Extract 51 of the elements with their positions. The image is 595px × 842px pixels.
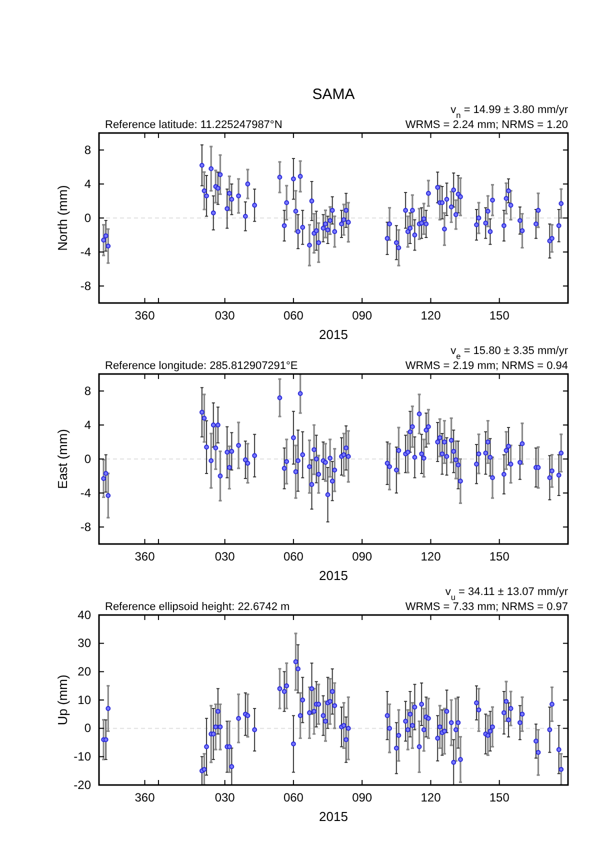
y-tick-label: 20 [78,664,92,679]
y-tick-label: 8 [84,142,92,157]
y-tick-label: 0 [84,210,92,225]
x-tick-label: 060 [283,308,304,323]
x-tick-label: 030 [214,550,236,564]
x-axis-title: 2015 [319,327,348,342]
y-tick-label: 0 [84,452,92,466]
x-tick-label: 150 [489,550,510,564]
y-tick-label: 4 [84,176,92,191]
text: WRMS = 7.33 mm; NRMS = 0.97 [405,601,568,613]
x-tick-label: 360 [134,308,156,323]
y-tick-label: -4 [80,486,92,500]
y-tick-label: -4 [80,244,92,259]
text: WRMS = 2.24 mm; NRMS = 1.20 [405,119,568,131]
y-tick-label: -8 [80,278,92,293]
y-axis-title: North (mm) [55,185,70,251]
y-tick-label: 4 [84,418,92,432]
x-tick-label: 360 [134,550,156,564]
x-tick-label: 060 [283,790,304,805]
y-axis-title: East (mm) [55,429,70,489]
text: v$_{n}$ = 14.99 ± 3.80 mm/yr [450,104,568,120]
x-tick-label: 090 [352,550,372,564]
x-tick-label: 360 [134,790,156,805]
x-tick-label: 090 [352,308,372,323]
y-tick-label: -20 [74,778,92,792]
x-tick-label: 150 [489,308,510,323]
text: WRMS = 2.19 mm; NRMS = 0.94 [405,360,568,372]
x-tick-label: 090 [352,790,372,805]
y-tick-label: 0 [84,721,92,736]
x-tick-label: 030 [214,308,236,323]
y-tick-label: 30 [78,636,92,650]
x-axis-title: 2015 [319,568,348,583]
x-tick-label: 120 [420,790,442,805]
x-tick-label: 150 [489,790,510,805]
y-tick-label: -10 [74,750,92,764]
text: Reference latitude: 11.225247987°N [105,119,282,131]
x-tick-label: 120 [420,308,442,323]
y-axis-title: Up (mm) [55,674,70,726]
text: Reference ellipsoid height: 22.6742 m [105,601,290,613]
x-tick-label: 120 [420,550,442,564]
y-tick-label: -8 [80,520,92,534]
y-tick-label: 8 [84,384,92,398]
x-tick-label: 030 [214,790,236,805]
chart-title: SAMA [312,86,355,103]
y-tick-label: 40 [78,608,92,622]
text: v$_{u}$ = 34.11 ± 13.07 mm/yr [445,586,568,602]
text: Reference longitude: 285.812907291°E [105,360,298,372]
y-tick-label: 10 [78,692,92,707]
x-axis-title: 2015 [319,809,348,824]
text: v$_{e}$ = 15.80 ± 3.35 mm/yr [450,345,568,360]
x-tick-label: 060 [283,550,304,564]
